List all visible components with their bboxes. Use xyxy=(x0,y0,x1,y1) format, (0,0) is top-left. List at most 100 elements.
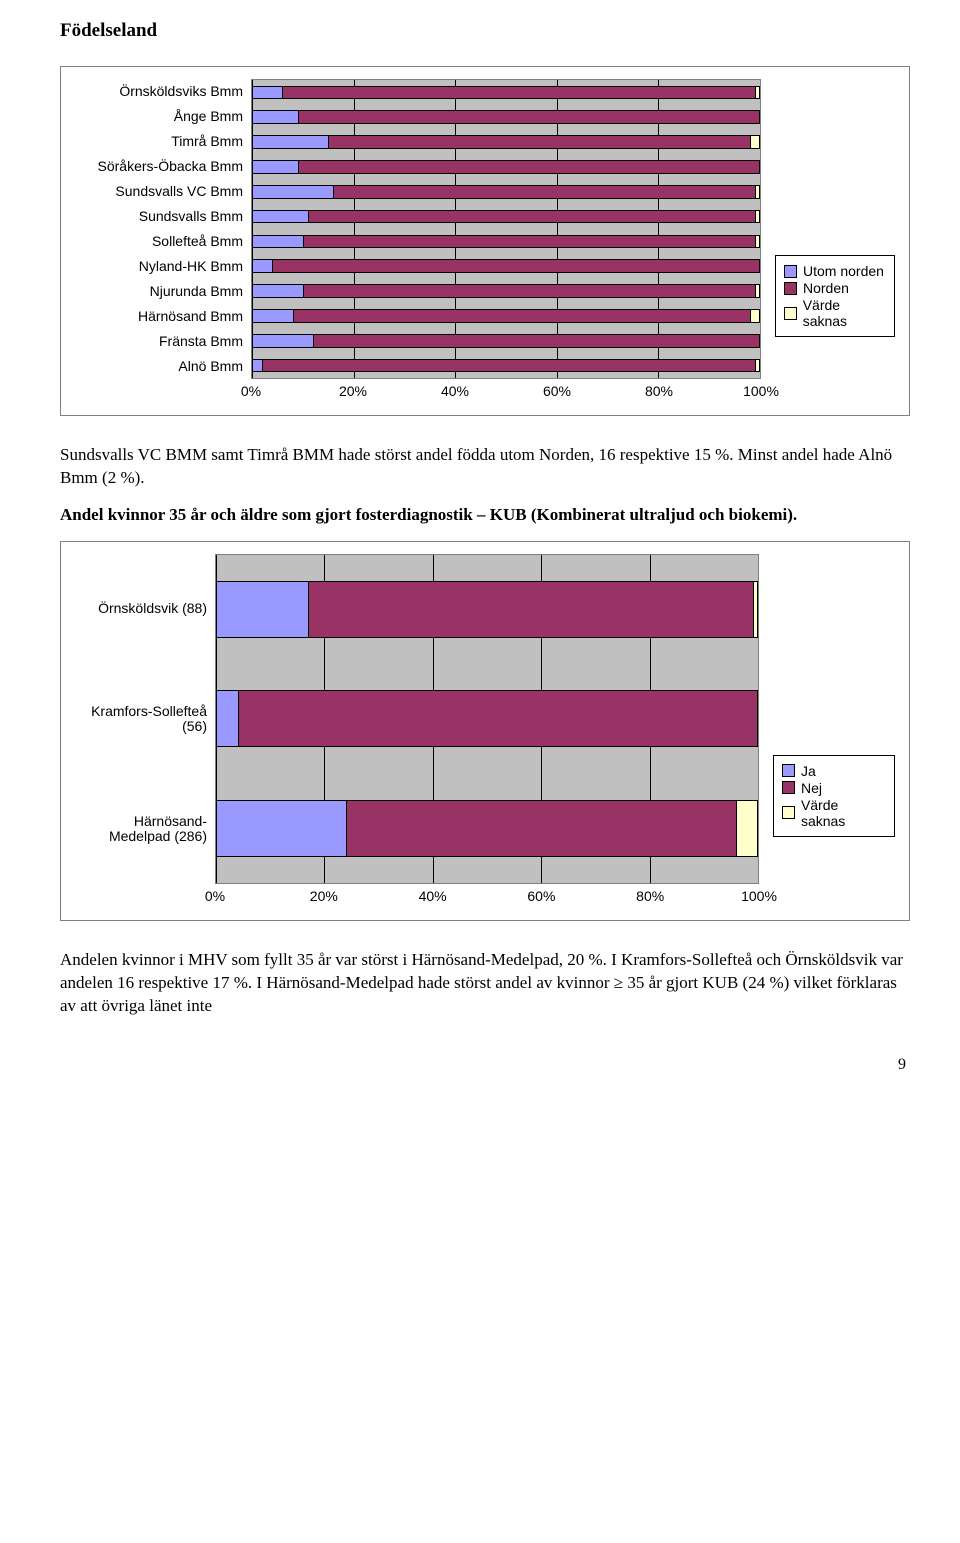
bar-segment xyxy=(755,210,760,224)
bar-segment xyxy=(753,581,758,638)
bar-segment xyxy=(755,284,760,298)
legend-swatch xyxy=(784,307,797,320)
bar-segment xyxy=(755,359,760,373)
page-title: Födelseland xyxy=(60,20,910,42)
legend-label: Nej xyxy=(801,780,822,796)
bar-segment xyxy=(750,135,760,149)
x-tick-label: 60% xyxy=(543,383,571,399)
bar-segment xyxy=(252,110,298,124)
x-tick-label: 20% xyxy=(339,383,367,399)
bar-segment xyxy=(216,800,346,857)
legend-label: Värde saknas xyxy=(803,297,886,329)
bar-segment xyxy=(313,334,760,348)
x-tick-label: 60% xyxy=(527,888,555,904)
paragraph-2-heading: Andel kvinnor 35 år och äldre som gjort … xyxy=(60,504,910,527)
bar-segment xyxy=(272,259,760,273)
x-tick-label: 80% xyxy=(636,888,664,904)
x-tick-label: 40% xyxy=(419,888,447,904)
bar-segment xyxy=(252,284,303,298)
x-tick-label: 0% xyxy=(241,383,261,399)
bar-segment xyxy=(303,235,755,249)
bar-segment xyxy=(252,86,282,100)
bar-segment xyxy=(238,690,758,747)
bar-segment xyxy=(328,135,750,149)
x-tick-label: 100% xyxy=(741,888,777,904)
bar-segment xyxy=(755,86,760,100)
page-number: 9 xyxy=(60,1056,910,1074)
bar-row xyxy=(252,185,760,199)
category-label: Ånge Bmm xyxy=(75,104,243,129)
bar-segment xyxy=(308,581,752,638)
x-tick-label: 0% xyxy=(205,888,225,904)
category-label: Fränsta Bmm xyxy=(75,329,243,354)
legend-item: Norden xyxy=(784,280,886,296)
chart1-x-axis: 0%20%40%60%80%100% xyxy=(75,383,761,403)
bar-segment xyxy=(333,185,755,199)
legend-item: Nej xyxy=(782,780,886,796)
bar-segment xyxy=(252,359,262,373)
chart1-legend: Utom nordenNordenVärde saknas xyxy=(775,255,895,337)
paragraph-3: Andelen kvinnor i MHV som fyllt 35 år va… xyxy=(60,949,910,1018)
legend-item: Utom norden xyxy=(784,263,886,279)
legend-swatch xyxy=(784,265,797,278)
bar-segment xyxy=(252,210,308,224)
bar-segment xyxy=(216,690,238,747)
bar-segment xyxy=(252,259,272,273)
x-tick-label: 80% xyxy=(645,383,673,399)
chart2-plot-area xyxy=(215,554,759,884)
bar-row xyxy=(252,309,760,323)
bar-row xyxy=(252,210,760,224)
chart-kub: Örnsköldsvik (88)Kramfors-Sollefteå (56)… xyxy=(60,541,910,921)
bar-segment xyxy=(308,210,755,224)
bar-segment xyxy=(755,185,760,199)
legend-label: Norden xyxy=(803,280,849,296)
category-label: Alnö Bmm xyxy=(75,354,243,379)
legend-item: Värde saknas xyxy=(782,797,886,829)
bar-row xyxy=(252,259,760,273)
category-label: Njurunda Bmm xyxy=(75,279,243,304)
legend-label: Utom norden xyxy=(803,263,884,279)
bar-row xyxy=(252,160,760,174)
bar-segment xyxy=(282,86,754,100)
legend-item: Ja xyxy=(782,763,886,779)
category-label: Kramfors-Sollefteå (56) xyxy=(75,664,207,774)
bar-segment xyxy=(252,334,313,348)
category-label: Söråkers-Öbacka Bmm xyxy=(75,154,243,179)
chart2-x-axis: 0%20%40%60%80%100% xyxy=(75,888,759,908)
bar-segment xyxy=(303,284,755,298)
bar-segment xyxy=(216,581,308,638)
category-label: Nyland-HK Bmm xyxy=(75,254,243,279)
category-label: Härnösand-Medelpad (286) xyxy=(75,774,207,884)
bar-segment xyxy=(736,800,758,857)
category-label: Örnsköldsviks Bmm xyxy=(75,79,243,104)
chart2-legend: JaNejVärde saknas xyxy=(773,755,895,837)
bar-segment xyxy=(262,359,755,373)
x-tick-label: 40% xyxy=(441,383,469,399)
bar-row xyxy=(252,359,760,373)
chart2-category-labels: Örnsköldsvik (88)Kramfors-Sollefteå (56)… xyxy=(75,554,207,884)
bar-row xyxy=(216,800,758,857)
legend-label: Ja xyxy=(801,763,816,779)
bar-segment xyxy=(252,185,333,199)
category-label: Sundsvalls Bmm xyxy=(75,204,243,229)
bar-segment xyxy=(252,160,298,174)
bar-segment xyxy=(252,135,328,149)
x-tick-label: 100% xyxy=(743,383,779,399)
category-label: Timrå Bmm xyxy=(75,129,243,154)
bar-row xyxy=(252,110,760,124)
chart-fodelseland: Örnsköldsviks BmmÅnge BmmTimrå BmmSöråke… xyxy=(60,66,910,416)
paragraph-1: Sundsvalls VC BMM samt Timrå BMM hade st… xyxy=(60,444,910,490)
legend-swatch xyxy=(782,781,795,794)
chart1-plot-area xyxy=(251,79,761,379)
bar-row xyxy=(252,135,760,149)
bar-segment xyxy=(346,800,736,857)
bar-segment xyxy=(252,235,303,249)
bar-segment xyxy=(755,235,760,249)
x-tick-label: 20% xyxy=(310,888,338,904)
bar-row xyxy=(252,284,760,298)
bar-segment xyxy=(252,309,293,323)
legend-swatch xyxy=(782,806,795,819)
bar-row xyxy=(252,334,760,348)
category-label: Örnsköldsvik (88) xyxy=(75,554,207,664)
bar-row xyxy=(252,86,760,100)
